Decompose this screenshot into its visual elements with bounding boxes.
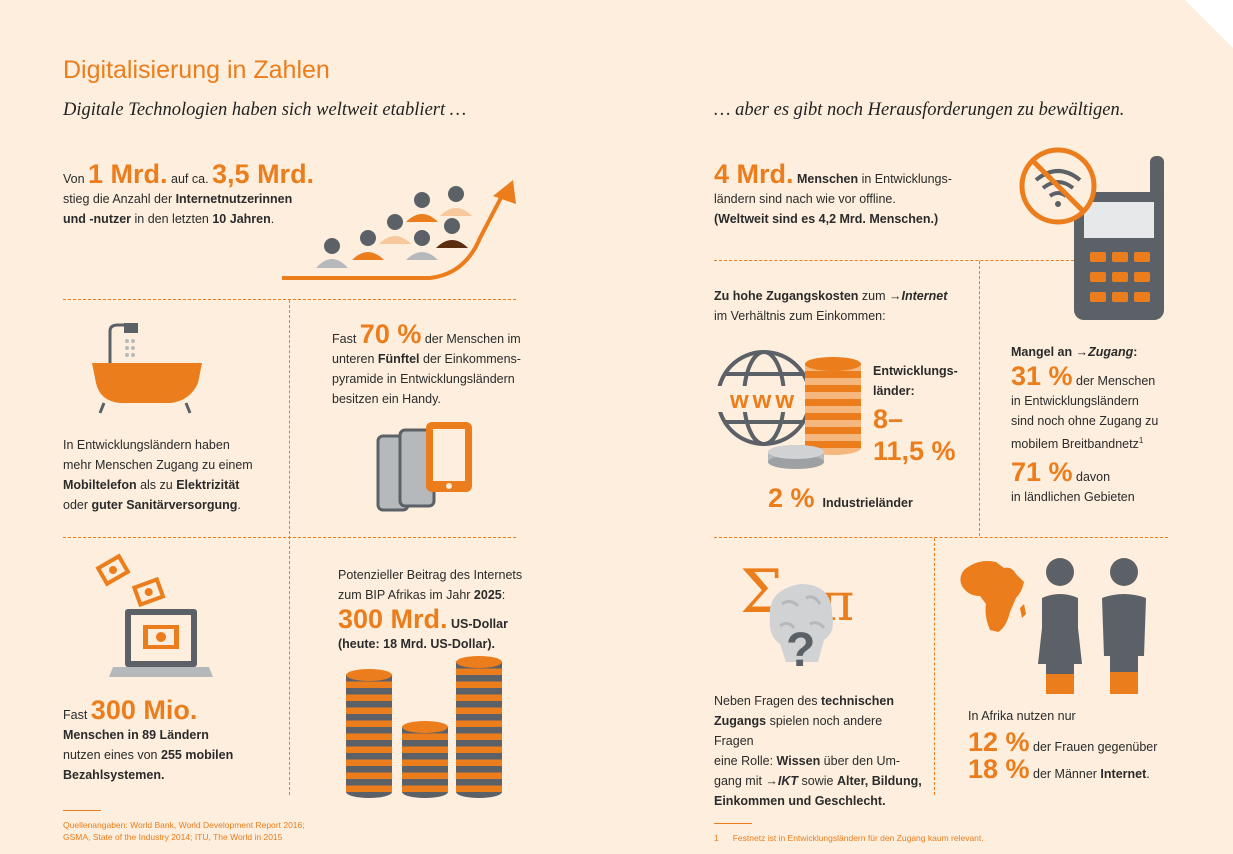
brain-math-icon: Σ π ? <box>740 557 854 677</box>
africa-map-icon <box>960 561 1024 632</box>
man-icon <box>1102 558 1146 694</box>
bathtub-icon <box>92 323 202 414</box>
users-text: Von 1 Mrd. auf ca. 3,5 Mrd. stieg die An… <box>63 159 315 227</box>
gdp-text: Potenzieller Beitrag des Internets zum B… <box>338 568 523 651</box>
gender-text: In Afrika nutzen nur 12 % der Frauen geg… <box>968 709 1158 784</box>
sanitation-text: In Entwicklungsländern haben mehr Mensch… <box>63 438 253 512</box>
woman-icon <box>1038 558 1082 694</box>
laptop-money-icon <box>95 553 213 677</box>
divider <box>979 261 980 536</box>
divider <box>289 300 290 795</box>
questions-text: Neben Fragen des technischen Zugangs spi… <box>714 694 922 808</box>
payments-text: Fast 300 Mio. Menschen in 89 Ländern nut… <box>63 695 234 783</box>
africa-people-icon <box>960 558 1146 694</box>
mobile-phone-no-wifi-icon <box>1019 147 1164 320</box>
subtitle-right: … aber es gibt noch Herausforderungen zu… <box>714 100 1125 120</box>
footnote-rule <box>714 823 752 824</box>
divider <box>934 538 935 795</box>
subtitle-left: Digitale Technologien haben sich weltwei… <box>63 100 467 120</box>
divider <box>714 537 1168 538</box>
www-label: www <box>729 387 798 414</box>
divider <box>63 299 516 300</box>
dev-countries-block: Entwicklungs- länder: 8– 11,5 % <box>873 364 958 466</box>
footnote: 1 Festnetz ist in Entwicklungsländern für… <box>714 833 984 843</box>
sources-rule <box>63 810 101 811</box>
industrial-countries: 2 % Industrieländer <box>768 483 913 513</box>
page-title: Digitalisierung in Zahlen <box>63 56 330 84</box>
question-mark-icon: ? <box>786 624 815 677</box>
coin-stacks-icon <box>346 656 502 798</box>
divider <box>714 260 1094 261</box>
costs-text: Zu hohe Zugangskosten zum →Internet im V… <box>714 289 948 323</box>
globe-coins-icon: www <box>716 350 861 469</box>
sources: Quellenangaben: World Bank, World Develo… <box>63 820 305 842</box>
access-text: Mangel an →Zugang: 31 % der Menschen in … <box>1011 345 1159 505</box>
users-growth-icon <box>282 180 516 280</box>
handy-text: Fast 70 % der Menschen im unteren Fünfte… <box>332 319 521 407</box>
offline-text: 4 Mrd. Menschen in Entwicklungs- ländern… <box>714 159 952 227</box>
phones-icon <box>376 422 472 512</box>
page-corner <box>1185 0 1233 48</box>
